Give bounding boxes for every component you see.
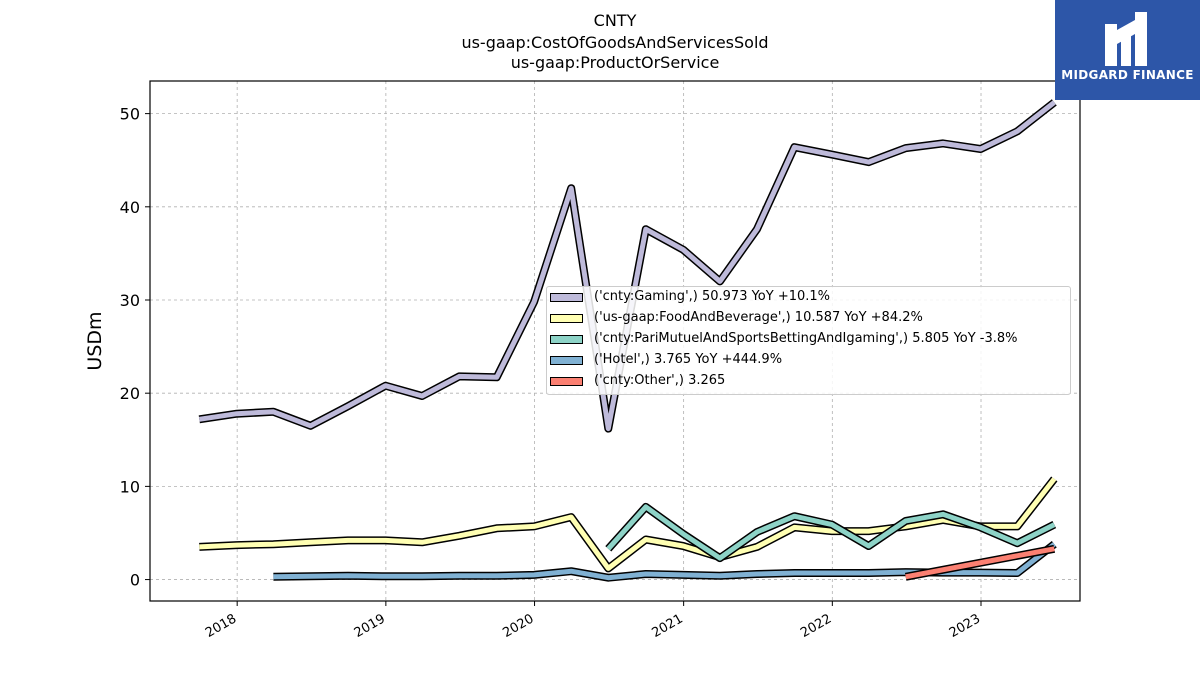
y-tick-label: 10 bbox=[120, 477, 140, 496]
plot-frame bbox=[149, 80, 1081, 602]
chart-title-line-3: us-gaap:ProductOrService bbox=[510, 53, 720, 72]
legend-label: ('cnty:PariMutuelAndSportsBettingAndIgam… bbox=[594, 331, 1018, 346]
y-tick-label: 20 bbox=[120, 384, 140, 403]
chart-title-line-2: us-gaap:CostOfGoodsAndServicesSold bbox=[461, 33, 769, 52]
legend-item: ('Hotel',) 3.765 YoY +444.9% bbox=[547, 352, 1072, 373]
legend-item: ('cnty:Gaming',) 50.973 YoY +10.1% bbox=[547, 289, 1072, 310]
x-tick-label: 2020 bbox=[500, 611, 536, 641]
y-axis-label: USDm bbox=[84, 311, 106, 370]
series-line bbox=[199, 477, 1057, 571]
legend-label: ('us-gaap:FoodAndBeverage',) 10.587 YoY … bbox=[594, 310, 923, 325]
legend-item: ('us-gaap:FoodAndBeverage',) 10.587 YoY … bbox=[547, 310, 1072, 331]
legend-item: ('cnty:PariMutuelAndSportsBettingAndIgam… bbox=[547, 331, 1072, 352]
y-tick-label: 0 bbox=[130, 571, 140, 590]
y-tick-label: 30 bbox=[120, 291, 140, 310]
legend: ('cnty:Gaming',) 50.973 YoY +10.1% ('us-… bbox=[546, 286, 1071, 395]
legend-label: ('cnty:Other',) 3.265 bbox=[594, 373, 726, 388]
chart-title-line-1: CNTY bbox=[593, 11, 637, 30]
logo-text: MIDGARD FINANCE bbox=[1061, 68, 1194, 82]
legend-swatch bbox=[550, 377, 583, 386]
legend-swatch bbox=[550, 356, 583, 365]
legend-label: ('cnty:Gaming',) 50.973 YoY +10.1% bbox=[594, 289, 831, 304]
y-tick-label: 50 bbox=[120, 105, 140, 124]
logo-mark-icon bbox=[1105, 12, 1147, 66]
x-tick-label: 2023 bbox=[947, 611, 983, 641]
x-tick-label: 2021 bbox=[649, 611, 685, 641]
series-line bbox=[905, 546, 1055, 580]
company-logo: MIDGARD FINANCE bbox=[1055, 0, 1200, 100]
legend-swatch bbox=[550, 314, 583, 323]
legend-swatch bbox=[550, 335, 583, 344]
x-tick-label: 2018 bbox=[203, 611, 239, 641]
series-line bbox=[606, 504, 1056, 561]
legend-item: ('cnty:Other',) 3.265 bbox=[547, 373, 1072, 394]
x-tick-label: 2022 bbox=[798, 611, 834, 641]
legend-swatch bbox=[550, 293, 583, 302]
y-tick-label: 40 bbox=[120, 198, 140, 217]
legend-label: ('Hotel',) 3.765 YoY +444.9% bbox=[594, 352, 783, 367]
x-tick-label: 2019 bbox=[352, 611, 388, 641]
